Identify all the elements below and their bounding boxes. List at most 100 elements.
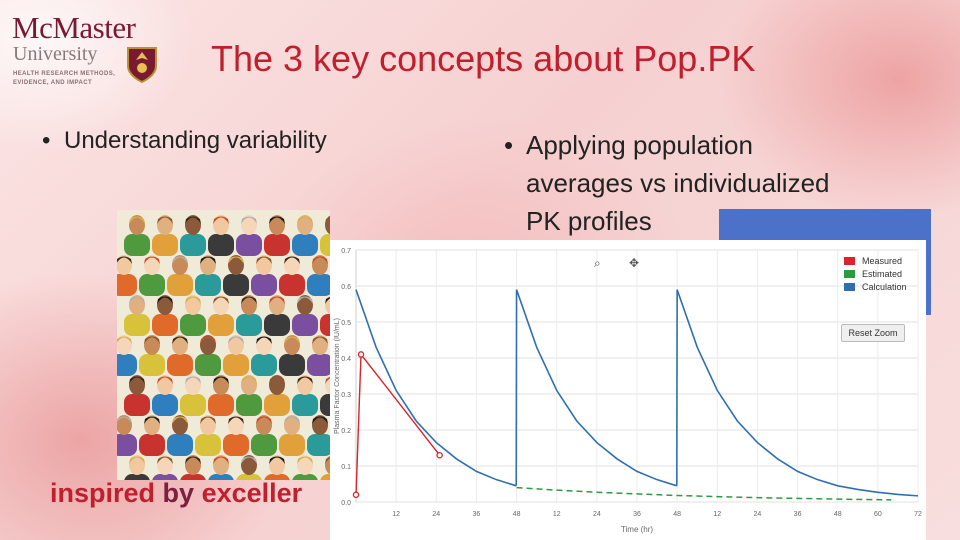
crowd-figure <box>117 415 132 435</box>
bullet-dot: • <box>42 127 51 154</box>
crowd-figure <box>124 314 150 336</box>
legend-item-estimated[interactable]: Estimated <box>844 267 907 280</box>
x-tick-label: 48 <box>673 511 681 518</box>
crowd-figure <box>157 455 173 475</box>
crowd-figure <box>172 415 188 435</box>
crowd-figure <box>325 296 330 304</box>
inspired-slogan: inspired by exceller <box>50 478 302 509</box>
pk-chart: 0.0 0.1 0.2 0.3 0.4 0.5 0.6 0.7 12 24 36 48 12 24 36 48… <box>330 240 926 540</box>
crowd-figure <box>228 255 244 275</box>
crowd-figure <box>284 415 300 435</box>
crowd-figure <box>284 255 300 275</box>
crowd-figure <box>124 394 150 416</box>
crowd-figure <box>124 474 150 480</box>
crowd-figure <box>213 455 229 475</box>
crowd-figure <box>185 455 201 475</box>
crowd-figure <box>269 455 285 475</box>
crowd-figure <box>256 335 272 355</box>
crowd-figure <box>213 216 229 224</box>
crowd-figure <box>307 274 330 296</box>
crowd-figure <box>144 335 160 355</box>
crowd-figure <box>320 234 330 256</box>
crowd-figure <box>312 256 328 264</box>
crowd-figure <box>241 456 257 464</box>
y-tick-label: 0.1 <box>341 464 351 471</box>
crowd-figure <box>264 474 290 480</box>
crowd-figure <box>185 296 201 304</box>
crowd-figure <box>297 376 313 384</box>
crowd-figure <box>117 354 137 376</box>
crowd-figure <box>269 376 285 384</box>
crowd-figure <box>157 295 173 315</box>
crowd-figure <box>139 274 165 296</box>
crowd-figure <box>279 274 305 296</box>
slogan-word-excellence: exceller <box>201 478 303 508</box>
crowd-figure <box>269 216 285 224</box>
crowd-figure <box>241 455 257 475</box>
x-tick-label: 36 <box>794 511 802 518</box>
legend-label: Calculation <box>862 281 907 292</box>
slogan-word-by: by <box>162 478 195 508</box>
bullet-right-line-2: averages vs individualized <box>526 168 830 198</box>
crowd-figure <box>256 415 272 435</box>
x-axis-label: Time (hr) <box>621 525 653 534</box>
crowd-figure <box>264 394 290 416</box>
x-tick-label: 48 <box>513 511 521 518</box>
calculation-series-line <box>515 289 678 487</box>
crowd-figure <box>208 474 234 480</box>
crowd-figure <box>236 234 262 256</box>
crowd-people-image <box>117 210 330 480</box>
crowd-figure <box>195 274 221 296</box>
zoom-in-icon[interactable]: ⌕ <box>594 256 601 270</box>
crowd-figure <box>236 394 262 416</box>
crowd-figure <box>241 215 257 235</box>
crowd-figure <box>208 314 234 336</box>
crowd-figure <box>144 255 160 275</box>
crowd-figure <box>284 335 300 355</box>
x-tick-label: 48 <box>834 511 842 518</box>
crowd-figure <box>284 336 300 344</box>
crowd-figure <box>185 215 201 235</box>
crowd-figure <box>307 434 330 456</box>
crowd-figure <box>297 295 313 315</box>
crowd-figure <box>200 255 216 275</box>
crowd-figure <box>213 296 229 304</box>
legend-swatch <box>844 256 855 265</box>
crowd-figure <box>269 375 285 395</box>
crowd-figure <box>200 415 216 435</box>
crowd-figure <box>269 296 285 304</box>
crowd-figure <box>279 434 305 456</box>
legend-label: Estimated <box>862 268 903 279</box>
y-tick-label: 0.2 <box>341 428 351 435</box>
crowd-figure <box>167 274 193 296</box>
crowd-figure <box>117 336 132 344</box>
crowd-figure <box>129 375 145 395</box>
y-tick-label: 0.0 <box>341 500 351 507</box>
x-tick-label: 12 <box>713 511 721 518</box>
x-tick-label: 36 <box>473 511 481 518</box>
bullet-right-line-3: PK profiles <box>526 206 652 236</box>
crowd-figure <box>312 336 328 344</box>
reset-zoom-button[interactable]: Reset Zoom <box>841 324 905 342</box>
crowd-figure <box>320 474 330 480</box>
crowd-figure <box>172 336 188 344</box>
crowd-figure <box>152 234 178 256</box>
y-tick-label: 0.5 <box>341 320 351 327</box>
crowd-figure <box>297 216 313 224</box>
crowd-figure <box>264 314 290 336</box>
pan-icon[interactable]: ✥ <box>629 256 640 270</box>
crowd-figure <box>180 314 206 336</box>
legend-item-measured[interactable]: Measured <box>844 254 907 267</box>
crowd-figure <box>157 215 173 235</box>
crowd-figure <box>157 375 173 395</box>
crowd-figure <box>152 394 178 416</box>
legend-item-calculation[interactable]: Calculation <box>844 280 907 293</box>
crowd-figure <box>185 216 201 224</box>
crowd-figure <box>223 434 249 456</box>
x-tick-label: 36 <box>633 511 641 518</box>
bullet-right-line-1: • Applying population <box>504 126 830 164</box>
crowd-figure <box>213 375 229 395</box>
crowd-figure <box>297 456 313 464</box>
crowd-figure <box>129 376 145 384</box>
crowd-figure <box>195 354 221 376</box>
